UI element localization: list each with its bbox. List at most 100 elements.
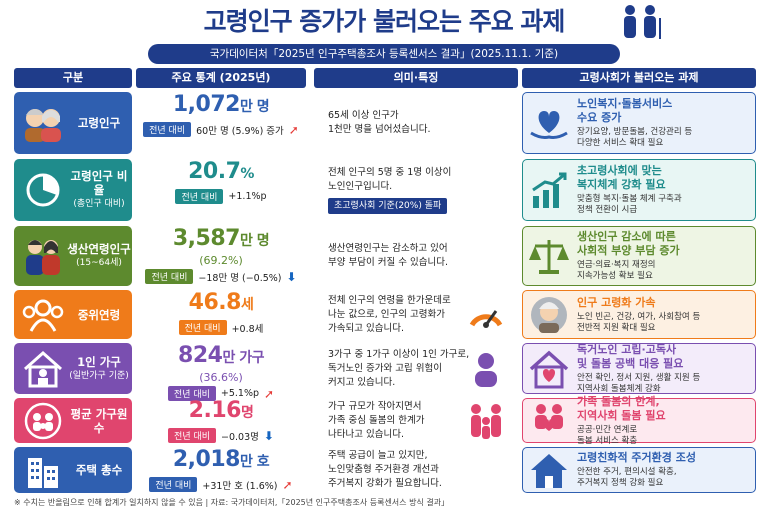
stat-cell: 2,018만 호 전년 대비 +31만 호 (1.6%) ➚ bbox=[136, 447, 306, 493]
compare-badge: 전년 대비 bbox=[143, 122, 192, 137]
stat-row: 생산연령인구 (15~64세) 3,587만 명 (69.2%) 전년 대비 −18만 명… bbox=[14, 226, 756, 286]
pie-chart-icon bbox=[20, 170, 66, 210]
buildings-icon bbox=[20, 450, 66, 490]
change-value: 60만 명 (5.9%) 증가 bbox=[196, 125, 284, 137]
stat-cell: 2.16명 전년 대비 −0.03명 ⬇ bbox=[136, 398, 306, 443]
change-value: +1.1%p bbox=[228, 191, 267, 202]
category-cell: 생산연령인구 (15~64세) bbox=[14, 226, 132, 286]
category-cell: 중위연령 bbox=[14, 290, 132, 339]
stat-cell: 824만 가구 (36.6%) 전년 대비 +5.1%p ➚ bbox=[136, 343, 306, 401]
issue-description: 공공·민간 연계로 돌봄 서비스 확충 bbox=[577, 424, 638, 446]
meaning-cell: 전체 인구의 연령을 한가운데로 나눈 값으로, 인구의 고령화가 가속되고 있… bbox=[314, 290, 518, 339]
change-line: 전년 대비 +31만 호 (1.6%) ➚ bbox=[136, 477, 306, 492]
change-value: +0.8세 bbox=[231, 323, 264, 335]
stat-value: 20.7% bbox=[188, 159, 254, 184]
change-line: 전년 대비 +1.1%p bbox=[136, 189, 306, 204]
meaning-text: 전체 인구의 5명 중 1명 이상이 노인인구입니다. bbox=[328, 167, 452, 192]
issue-description: 안전한 주거, 편의시설 확충, 주거복지 정책 강화 필요 bbox=[577, 467, 677, 488]
footer-note: ※ 수치는 반올림으로 인해 합계가 일치하지 않을 수 있음 | 자료: 국가… bbox=[14, 498, 450, 507]
growth-chart-icon bbox=[527, 170, 571, 210]
stat-unit: 명 bbox=[240, 405, 254, 421]
family-circle-icon bbox=[20, 401, 66, 441]
category-label: 생산연령인구 (15~64세) bbox=[67, 242, 131, 268]
issue-cell: 인구 고령화 가속 노인 빈곤, 건강, 여가, 사회참여 등 전반적 지원 확대… bbox=[522, 290, 756, 339]
category-label: 평균 가구원 수 bbox=[70, 406, 128, 435]
issue-description: 안전 확인, 정서 지원, 생활 지원 등 지역사회 돌봄체계 강화 bbox=[577, 372, 701, 394]
meaning-cell: 주택 공급이 늘고 있지만, 노인맞춤형 주거환경 개선과 주거복지 강화가 필… bbox=[314, 447, 518, 493]
meaning-cell: 가구 규모가 작아지면서 가족 중심 돌봄의 한계가 나타나고 있습니다. bbox=[314, 398, 518, 443]
compare-badge: 전년 대비 bbox=[149, 477, 198, 492]
house-heart-icon bbox=[527, 349, 571, 389]
stat-cell: 3,587만 명 (69.2%) 전년 대비 −18만 명 (−0.5%) ⬇ bbox=[136, 226, 306, 286]
issue-description: 연금·의료·복지 재정의 지속가능성 확보 필요 bbox=[577, 260, 656, 281]
meaning-text: 3가구 중 1가구 이상이 1인 가구로, 독거노인 증가와 고립 위험이 커지… bbox=[328, 348, 470, 388]
issue-description: 장기요양, 방문돌봄, 건강관리 등 다양한 서비스 확대 필요 bbox=[577, 127, 693, 148]
category-sublabel: (일반가구 기준) bbox=[69, 370, 129, 381]
change-line: 전년 대비 +0.8세 bbox=[136, 320, 306, 335]
meaning-text: 주택 공급이 늘고 있지만, 노인맞춤형 주거환경 개선과 주거복지 강화가 필… bbox=[328, 450, 442, 489]
elderly-couple-icon bbox=[20, 103, 66, 143]
stat-unit: 만 명 bbox=[239, 99, 270, 115]
gauge-icon bbox=[466, 295, 506, 335]
meaning-text: 전체 인구의 연령을 한가운데로 나눈 값으로, 인구의 고령화가 가속되고 있… bbox=[328, 294, 451, 334]
stat-row: 고령인구 비율 (총인구 대비) 20.7% 전년 대비 +1.1%p 전체 인구의 5명… bbox=[14, 159, 756, 221]
compare-badge: 전년 대비 bbox=[175, 189, 224, 204]
stat-unit: 세 bbox=[240, 297, 254, 313]
change-value: +31만 호 (1.6%) bbox=[202, 480, 278, 492]
stat-value: 1,072만 명 bbox=[172, 92, 270, 117]
meaning-cell: 3가구 중 1가구 이상이 1인 가구로, 독거노인 증가와 고립 위험이 커지… bbox=[314, 343, 518, 394]
stat-value: 3,587만 명 bbox=[172, 226, 270, 251]
issue-title: 고령친화적 주거환경 조성 bbox=[577, 451, 696, 464]
meaning-text: 65세 이상 인구가 1천만 명을 넘어섰습니다. bbox=[328, 110, 431, 135]
stat-unit: 만 호 bbox=[239, 454, 270, 470]
issue-title: 인구 고령화 가속 bbox=[577, 295, 656, 309]
category-label: 주택 총수 bbox=[75, 463, 123, 477]
category-cell: 평균 가구원 수 bbox=[14, 398, 132, 443]
header-category: 구분 bbox=[14, 68, 132, 88]
compare-badge: 전년 대비 bbox=[168, 428, 217, 443]
heart-hands-icon bbox=[527, 103, 571, 143]
stat-value: 46.8세 bbox=[188, 290, 254, 315]
title-area: 고령인구 증가가 불러오는 주요 과제 bbox=[0, 2, 768, 44]
stat-unit: 만 가구 bbox=[222, 350, 264, 366]
change-line: 전년 대비 +5.1%p ➚ bbox=[136, 386, 306, 401]
change-line: 전년 대비 −0.03명 ⬇ bbox=[136, 428, 306, 443]
change-line: 전년 대비 −18만 명 (−0.5%) ⬇ bbox=[136, 269, 306, 284]
stat-row: 주택 총수 2,018만 호 전년 대비 +31만 호 (1.6%) ➚ 주택 공급이 늘… bbox=[14, 447, 756, 493]
stat-cell: 20.7% 전년 대비 +1.1%p bbox=[136, 159, 306, 221]
issue-description: 맞춤형 복지·돌봄 체계 구축과 정책 전환이 시급 bbox=[577, 194, 682, 215]
family-heart-icon bbox=[527, 401, 571, 441]
stat-value: 2,018만 호 bbox=[172, 447, 270, 472]
lonely-person-icon bbox=[466, 349, 506, 389]
compare-badge: 전년 대비 bbox=[178, 320, 227, 335]
compare-badge: 전년 대비 bbox=[145, 269, 194, 284]
category-sublabel: (총인구 대비) bbox=[73, 199, 125, 209]
meaning-tag: 초고령사회 기준(20%) 돌파 bbox=[328, 198, 448, 214]
stat-unit: 만 명 bbox=[239, 233, 270, 249]
header-meaning: 의미·특징 bbox=[314, 68, 518, 88]
change-line: 전년 대비 60만 명 (5.9%) 증가 ➚ bbox=[136, 122, 306, 137]
issue-title: 가족 돌봄의 한계, 지역사회 돌봄 필요 bbox=[577, 394, 666, 422]
change-value: +5.1%p bbox=[220, 388, 260, 399]
change-value: −0.03명 bbox=[221, 431, 259, 443]
header-stats: 주요 통계 (2025년) bbox=[136, 68, 306, 88]
issue-cell: 독거노인 고립·고독사 및 돌봄 공백 대응 필요 안전 확인, 정서 지원, 생… bbox=[522, 343, 756, 394]
arrow-down-icon: ⬇ bbox=[286, 269, 297, 284]
senior-portrait-icon bbox=[527, 295, 571, 335]
issue-title: 독거노인 고립·고독사 및 돌봄 공백 대응 필요 bbox=[577, 342, 684, 370]
change-value: −18만 명 (−0.5%) bbox=[198, 272, 282, 284]
arrow-up-icon: ➚ bbox=[288, 122, 299, 137]
meaning-text: 가구 규모가 작아지면서 가족 중심 돌봄의 한계가 나타나고 있습니다. bbox=[328, 400, 425, 440]
stat-row: 평균 가구원 수 2.16명 전년 대비 −0.03명 ⬇ 가구 규모가 작아지면서 가족… bbox=[14, 394, 756, 446]
stat-value: 2.16명 bbox=[188, 398, 254, 423]
issue-title: 노인복지·돌봄서비스 수요 증가 bbox=[577, 97, 673, 124]
category-label: 고령인구 bbox=[77, 116, 121, 130]
meaning-cell: 65세 이상 인구가 1천만 명을 넘어섰습니다. bbox=[314, 92, 518, 154]
category-sublabel: (15~64세) bbox=[76, 258, 122, 268]
small-family-icon bbox=[466, 401, 506, 441]
issue-title: 초고령사회에 맞는 복지체계 강화 필요 bbox=[577, 164, 666, 191]
group-icon bbox=[20, 295, 66, 335]
